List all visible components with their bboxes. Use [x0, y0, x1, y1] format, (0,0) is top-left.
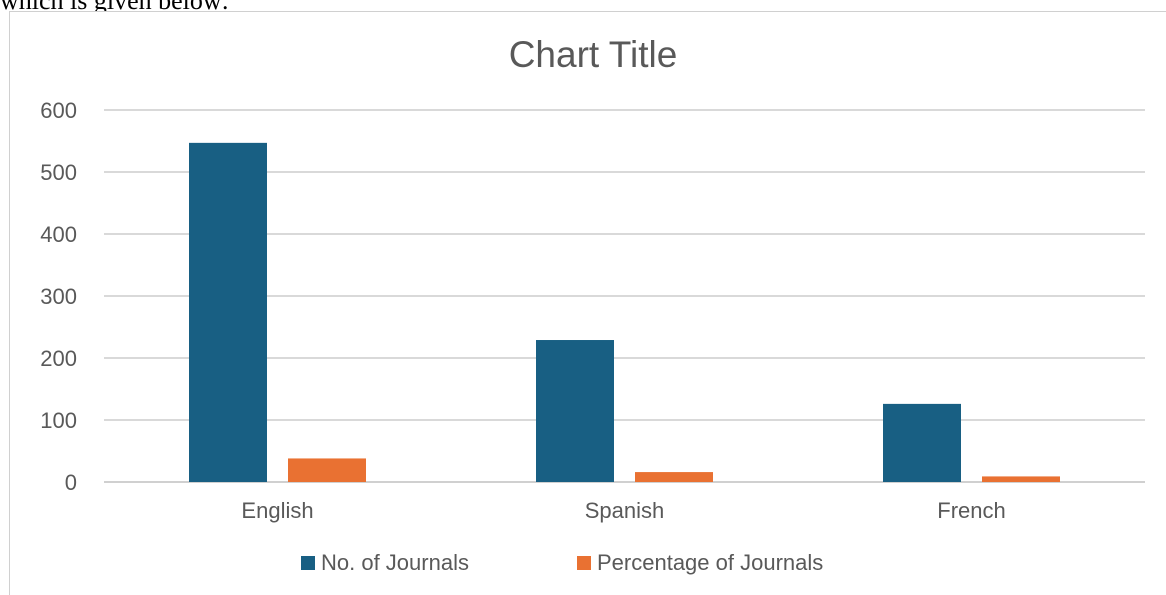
bars	[189, 142, 1060, 483]
legend-swatch	[577, 556, 591, 570]
bar-no-of-journals-french	[883, 403, 961, 482]
legend: No. of Journals Percentage of Journals	[301, 550, 823, 575]
legend-label: No. of Journals	[321, 550, 469, 575]
x-category-label: English	[241, 498, 313, 523]
x-category-label: Spanish	[585, 498, 665, 523]
y-tick-label: 0	[65, 470, 77, 495]
y-tick-label: 600	[40, 98, 77, 123]
caption-fragment: which is given below:	[0, 0, 229, 15]
chart-title: Chart Title	[509, 34, 678, 75]
gridlines	[104, 109, 1145, 483]
y-tick-label: 300	[40, 284, 77, 309]
bar-percentage-of-journals-spanish	[635, 472, 713, 482]
bar-no-of-journals-spanish	[536, 340, 614, 482]
bar-percentage-of-journals-french	[982, 476, 1060, 482]
bar-percentage-of-journals-english	[288, 458, 366, 482]
x-axis-category-labels: English Spanish French	[241, 498, 1005, 523]
x-category-label: French	[937, 498, 1005, 523]
y-tick-label: 400	[40, 222, 77, 247]
y-tick-label: 200	[40, 346, 77, 371]
bar-no-of-journals-english	[189, 142, 267, 483]
y-tick-label: 500	[40, 160, 77, 185]
legend-swatch	[301, 556, 315, 570]
y-axis-tick-labels: 0 100 200 300 400 500 600	[40, 98, 77, 495]
y-tick-label: 100	[40, 408, 77, 433]
legend-label: Percentage of Journals	[597, 550, 823, 575]
